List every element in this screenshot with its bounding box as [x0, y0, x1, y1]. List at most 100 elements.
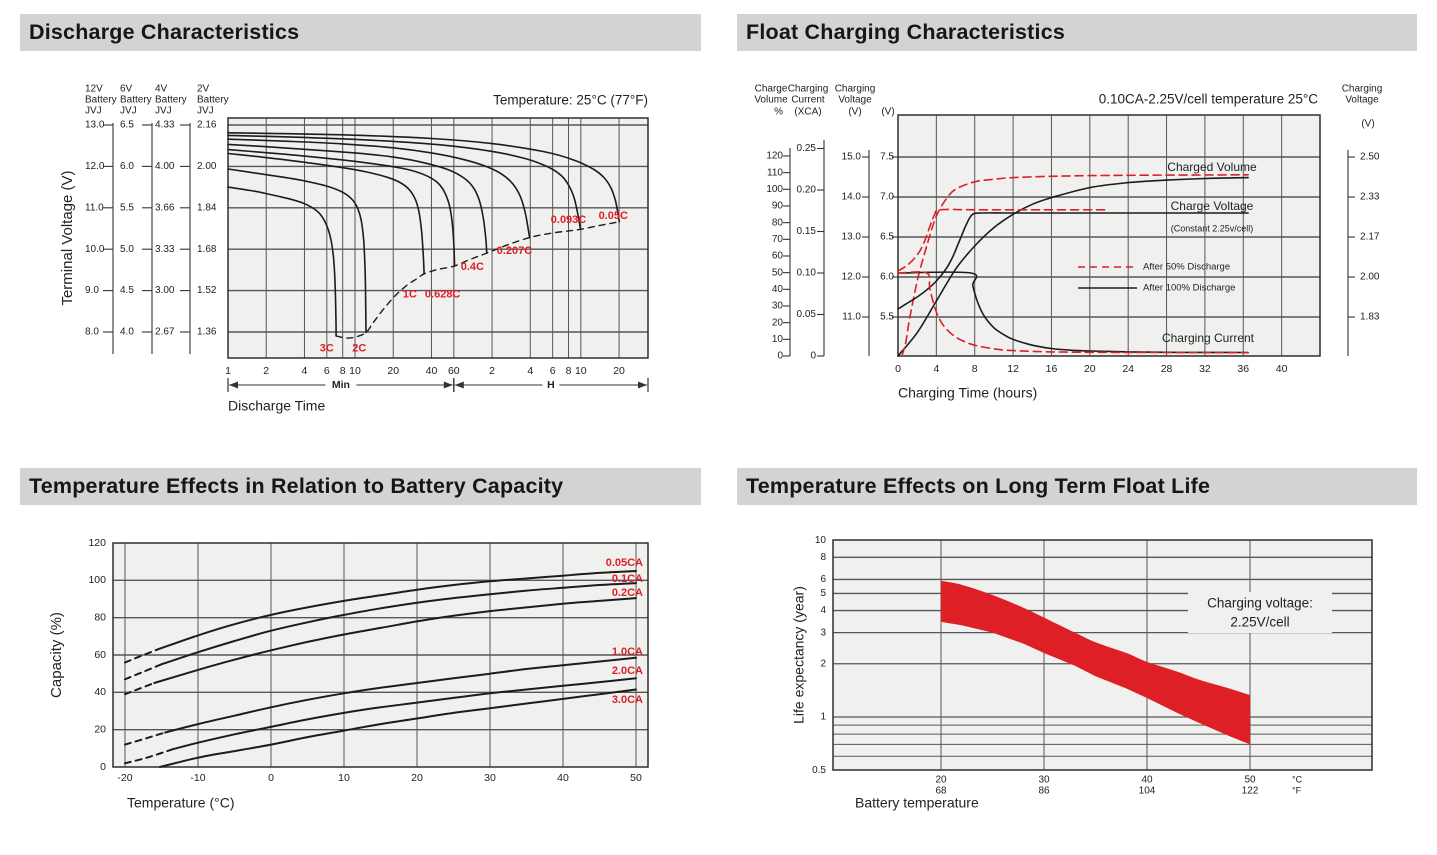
x-tick-label: -20: [117, 772, 132, 784]
section-header-float-life: Temperature Effects on Long Term Float L…: [737, 468, 1417, 505]
conditions-annotation: 0.10CA-2.25V/cell temperature 25°C: [1099, 92, 1319, 107]
curve-charged-volume-after-50pct-discharge: [901, 174, 1249, 357]
curve-charge-voltage-after-100pct-discharge: [897, 212, 1249, 310]
curve-2C: [227, 168, 367, 334]
axis-tick-label: 9.0: [85, 285, 99, 296]
axis-tick-label: 4.5: [120, 285, 134, 296]
axis-header: Current: [791, 95, 825, 106]
y-tick-label: 80: [94, 611, 106, 623]
axis-tick-label: 0: [810, 351, 816, 362]
x-tick-label: 36: [1237, 363, 1249, 375]
curve-0.628C: [227, 148, 456, 267]
x-tick-label: 8: [340, 365, 346, 377]
axis-tick-label: 1.52: [197, 285, 217, 296]
axis-unit: (V): [1361, 119, 1374, 130]
arrowhead-left-icon: [229, 381, 238, 389]
curve-charged-volume-after-100pct-discharge: [897, 176, 1249, 357]
x-tick-label: 4: [527, 365, 533, 377]
rate-label-0.1CA: 0.1CA: [612, 573, 643, 585]
axis-tick-label: 3.33: [155, 244, 175, 255]
axis-header: 12V: [85, 84, 103, 95]
curve-charging-current-after-100pct-discharge: [897, 271, 1249, 354]
curve-charge-voltage-after-50pct-discharge: [897, 208, 1110, 272]
axis-header: Battery: [197, 95, 229, 106]
axis-tick-label: 50: [772, 267, 784, 278]
span-label: Min: [332, 379, 350, 391]
y-tick-label: 5: [820, 588, 826, 599]
axis-tick-label: 10: [772, 334, 784, 345]
rate-label-2C: 2C: [352, 342, 366, 354]
axis-tick-label: 70: [772, 234, 784, 245]
axis-tick-label: 13.0: [842, 232, 862, 243]
axis-unit: (V): [881, 107, 894, 118]
axis-tick-label: 1.84: [197, 202, 217, 213]
x-tick-label-f: 68: [935, 786, 947, 797]
axis-header: JVJ: [120, 106, 137, 117]
section-header-discharge: Discharge Characteristics: [20, 14, 701, 51]
axis-tick-label: 110: [767, 167, 783, 178]
axis-tick-label: 2.17: [1360, 232, 1380, 243]
x-tick-label: 40: [557, 772, 569, 784]
axis-tick-label: 11.0: [85, 202, 104, 213]
x-tick-label-c: 40: [1141, 775, 1153, 786]
axis-tick-label: 2.16: [197, 120, 217, 131]
axis-tick-label: 0.05: [797, 309, 817, 320]
axis-tick-label: 14.0: [842, 192, 862, 203]
rate-label-1.0CA: 1.0CA: [612, 646, 643, 658]
section-header-temp-capacity: Temperature Effects in Relation to Batte…: [20, 468, 701, 505]
plot-border: [832, 539, 1373, 771]
axis-tick-label: 2.67: [155, 327, 175, 338]
y-tick-label: 4: [820, 605, 826, 616]
x-tick-label: 1: [225, 365, 231, 377]
x-tick-label: 2: [263, 365, 269, 377]
section-header-float-charging: Float Charging Characteristics: [737, 14, 1417, 51]
axis-tick-label: 2.50: [1360, 152, 1380, 163]
x-tick-label: 20: [613, 365, 625, 377]
axis-tick-label: 6.0: [880, 272, 894, 283]
y-tick-label: 0: [100, 761, 106, 773]
axis-tick-label: 0.25: [797, 143, 817, 154]
axis-header: Charging: [1342, 84, 1383, 95]
rate-label-2.0CA: 2.0CA: [612, 665, 643, 677]
axis-tick-label: 80: [772, 217, 784, 228]
axis-tick-label: 1.68: [197, 244, 217, 255]
axis-tick-label: 10.0: [85, 244, 105, 255]
y-tick-label: 3: [820, 627, 826, 638]
x-tick-label: 24: [1122, 363, 1134, 375]
charged-volume-label: Charged Volume: [1167, 160, 1257, 174]
axis-header: 4V: [155, 84, 168, 95]
x-tick-label: 4: [302, 365, 308, 377]
annotation-bg: [1188, 592, 1332, 633]
y-tick-label: 100: [88, 574, 106, 586]
x-tick-label: 0: [895, 363, 901, 375]
x-tick-label: 20: [1084, 363, 1096, 375]
x-tick-label: -10: [190, 772, 205, 784]
x-tick-label: 0: [268, 772, 274, 784]
axis-tick-label: 0: [777, 351, 783, 362]
y-axis-title: Life expectancy (year): [791, 586, 807, 724]
x-tick-label: 60: [448, 365, 460, 377]
fahrenheit-unit-label: °F: [1292, 785, 1302, 795]
axis-header: Battery: [155, 95, 187, 106]
float-charging-characteristics-chart: Charged Volume Charge Voltage (Constant 2.…: [754, 84, 1382, 401]
x-tick-label: 40: [1276, 363, 1288, 375]
charging-voltage-annotation: Charging voltage:: [1207, 596, 1313, 611]
gridlines: [228, 118, 648, 358]
y-axis-title: Terminal Voltage (V): [59, 170, 76, 305]
legend-label: After 100% Discharge: [1143, 283, 1235, 294]
rate-label-0.05C: 0.05C: [599, 210, 628, 222]
rate-label-0.093C: 0.093C: [551, 214, 587, 226]
rate-label-0.05CA: 0.05CA: [606, 557, 643, 569]
x-tick-label-c: 50: [1244, 775, 1256, 786]
axis-tick-label: 30: [772, 301, 784, 312]
curve-0.093C: [227, 134, 582, 231]
y-tick-label: 10: [815, 535, 827, 546]
axis-span-min: Min: [227, 378, 455, 392]
x-tick-label: 12: [1007, 363, 1019, 375]
axis-tick-label: 6.0: [120, 161, 134, 172]
x-tick-label: 40: [426, 365, 438, 377]
